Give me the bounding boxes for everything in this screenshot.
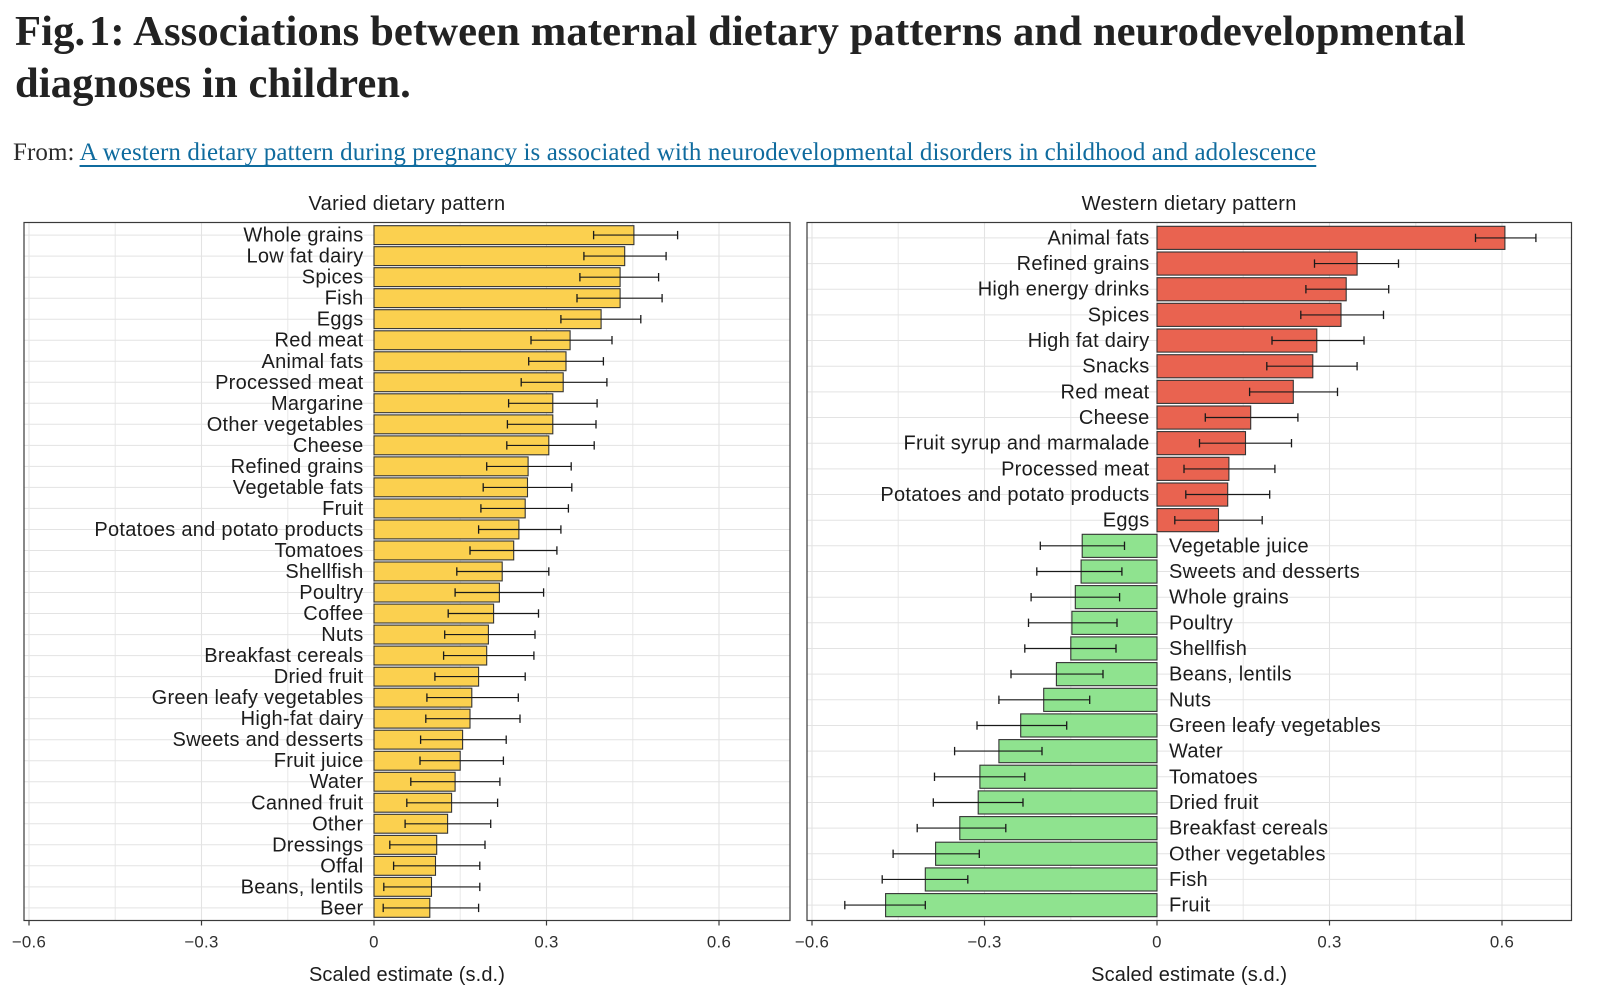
- svg-text:0: 0: [1152, 932, 1162, 951]
- svg-text:Nuts: Nuts: [321, 624, 363, 646]
- svg-text:0.3: 0.3: [534, 932, 558, 951]
- svg-text:0.6: 0.6: [1490, 932, 1514, 951]
- svg-text:Vegetable juice: Vegetable juice: [1169, 535, 1309, 557]
- svg-text:Processed meat: Processed meat: [215, 372, 364, 394]
- svg-text:Potatoes and potato products: Potatoes and potato products: [880, 484, 1149, 506]
- svg-text:−0.3: −0.3: [184, 932, 218, 951]
- svg-text:Coffee: Coffee: [303, 603, 363, 625]
- svg-text:High fat dairy: High fat dairy: [1028, 330, 1150, 352]
- svg-text:Eggs: Eggs: [317, 309, 364, 331]
- svg-text:Red meat: Red meat: [1061, 381, 1150, 403]
- svg-text:Green leafy vegetables: Green leafy vegetables: [1169, 715, 1381, 737]
- svg-text:Whole grains: Whole grains: [243, 225, 363, 247]
- svg-text:Fruit: Fruit: [1169, 895, 1211, 917]
- svg-text:Water: Water: [1169, 741, 1223, 763]
- svg-text:Cheese: Cheese: [1079, 407, 1150, 429]
- svg-text:Canned fruit: Canned fruit: [251, 792, 363, 814]
- svg-text:Other vegetables: Other vegetables: [1169, 843, 1326, 865]
- svg-text:Margarine: Margarine: [271, 393, 364, 415]
- svg-text:Fish: Fish: [1169, 869, 1208, 891]
- svg-text:0: 0: [369, 932, 379, 951]
- svg-text:Western dietary pattern: Western dietary pattern: [1082, 193, 1297, 215]
- svg-text:Fruit: Fruit: [322, 498, 364, 520]
- svg-text:Scaled estimate (s.d.): Scaled estimate (s.d.): [1091, 964, 1287, 986]
- svg-text:Tomatoes: Tomatoes: [275, 540, 364, 562]
- svg-text:High energy drinks: High energy drinks: [978, 279, 1150, 301]
- svg-text:Whole grains: Whole grains: [1169, 587, 1289, 609]
- svg-text:Poultry: Poultry: [1169, 612, 1233, 634]
- svg-text:−0.6: −0.6: [795, 932, 829, 951]
- svg-text:Spices: Spices: [302, 267, 364, 289]
- svg-text:Refined grains: Refined grains: [231, 456, 364, 478]
- svg-text:Fruit syrup and marmalade: Fruit syrup and marmalade: [904, 433, 1150, 455]
- svg-text:Offal: Offal: [320, 855, 363, 877]
- svg-text:High-fat dairy: High-fat dairy: [241, 708, 364, 730]
- svg-text:Shellfish: Shellfish: [285, 561, 363, 583]
- svg-text:Animal fats: Animal fats: [1047, 227, 1149, 249]
- svg-text:Low fat dairy: Low fat dairy: [246, 246, 363, 268]
- svg-text:Fish: Fish: [325, 288, 364, 310]
- svg-text:Scaled estimate (s.d.): Scaled estimate (s.d.): [309, 964, 505, 986]
- svg-text:−0.3: −0.3: [967, 932, 1001, 951]
- svg-text:Sweets and desserts: Sweets and desserts: [1169, 561, 1360, 583]
- svg-text:Dressings: Dressings: [272, 834, 363, 856]
- svg-text:Shellfish: Shellfish: [1169, 638, 1247, 660]
- svg-text:Other vegetables: Other vegetables: [207, 414, 364, 436]
- svg-text:Processed meat: Processed meat: [1001, 458, 1150, 480]
- svg-text:Refined grains: Refined grains: [1017, 253, 1150, 275]
- svg-text:Beans, lentils: Beans, lentils: [241, 876, 364, 898]
- svg-text:Animal fats: Animal fats: [261, 351, 363, 373]
- svg-text:Potatoes and potato products: Potatoes and potato products: [94, 519, 363, 541]
- svg-text:Nuts: Nuts: [1169, 689, 1211, 711]
- svg-text:Dried fruit: Dried fruit: [274, 666, 364, 688]
- svg-text:Varied dietary pattern: Varied dietary pattern: [309, 193, 506, 215]
- svg-text:Cheese: Cheese: [293, 435, 364, 457]
- svg-text:0.3: 0.3: [1317, 932, 1341, 951]
- svg-text:Poultry: Poultry: [299, 582, 363, 604]
- svg-text:Eggs: Eggs: [1103, 510, 1150, 532]
- svg-text:Water: Water: [310, 771, 364, 793]
- svg-text:Beans, lentils: Beans, lentils: [1169, 664, 1292, 686]
- svg-text:Breakfast cereals: Breakfast cereals: [1169, 818, 1328, 840]
- svg-text:Other: Other: [312, 813, 363, 835]
- svg-text:Breakfast cereals: Breakfast cereals: [204, 645, 363, 667]
- svg-text:Vegetable fats: Vegetable fats: [233, 477, 364, 499]
- svg-text:0.6: 0.6: [707, 932, 731, 951]
- svg-text:Sweets and desserts: Sweets and desserts: [173, 729, 364, 751]
- svg-text:Beer: Beer: [320, 897, 363, 919]
- svg-text:Spices: Spices: [1088, 304, 1150, 326]
- svg-text:Red meat: Red meat: [275, 330, 364, 352]
- svg-text:Fruit juice: Fruit juice: [274, 750, 364, 772]
- svg-text:−0.6: −0.6: [12, 932, 46, 951]
- svg-text:Dried fruit: Dried fruit: [1169, 792, 1259, 814]
- svg-text:Snacks: Snacks: [1082, 356, 1149, 378]
- svg-text:Tomatoes: Tomatoes: [1169, 766, 1258, 788]
- svg-text:Green leafy vegetables: Green leafy vegetables: [152, 687, 364, 709]
